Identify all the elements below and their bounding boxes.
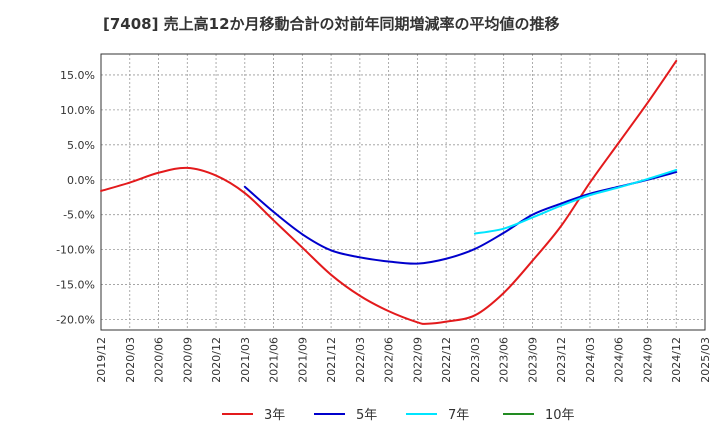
x-tick-label: 2020/03 [124,337,137,383]
x-tick-label: 2023/03 [469,337,482,383]
x-tick-label: 2021/09 [296,337,309,383]
x-tick-label: 2022/12 [440,337,453,383]
axes: 2019/12 2020/03 2020/06 2020/09 2020/12 2021/… [56,53,712,383]
x-tick-label: 2022/09 [411,337,424,383]
y-tick-label: 15.0% [60,69,95,82]
legend-label-2: 7年 [448,408,469,423]
y-tick-label: -5.0% [63,209,95,222]
chart-title: [7408] 売上高12か月移動合計の対前年同期増減率の平均値の推移 [103,15,560,33]
legend-label-0: 3年 [264,408,285,423]
legend: 3年 5年 7年 10年 [222,408,575,423]
x-tick-label: 2023/12 [555,337,568,383]
y-tick-label: 10.0% [60,104,95,117]
series-line-2 [473,168,678,235]
y-tick-label: -15.0% [56,279,95,292]
x-tick-label: 2024/06 [613,337,626,383]
grid-lines [100,54,706,330]
x-tick-label: 2022/03 [354,337,367,383]
x-tick-label: 2020/06 [153,337,166,383]
series-line-0 [100,59,678,325]
series-layer [100,59,678,325]
x-tick-label: 2022/06 [383,337,396,383]
x-tick-label: 2023/09 [526,337,539,383]
x-tick-label: 2020/12 [210,337,223,383]
x-tick-label: 2025/03 [699,337,712,383]
y-tick-label: 5.0% [67,139,95,152]
y-tick-label: 0.0% [67,174,95,187]
y-tick-label: -10.0% [56,244,95,257]
legend-label-3: 10年 [545,408,575,423]
x-tick-label: 2023/06 [498,337,511,383]
series-line-1 [243,171,678,265]
plot-frame [100,53,706,331]
x-tick-label: 2021/03 [239,337,252,383]
x-tick-label: 2021/12 [325,337,338,383]
x-tick-label: 2024/09 [641,337,654,383]
x-tick-label: 2021/06 [268,337,281,383]
x-tick-label: 2020/09 [181,337,194,383]
legend-label-1: 5年 [356,408,377,423]
x-tick-label: 2024/12 [670,337,683,383]
y-tick-label: -20.0% [56,314,95,327]
x-tick-label: 2024/03 [584,337,597,383]
x-tick-label: 2019/12 [95,337,108,383]
